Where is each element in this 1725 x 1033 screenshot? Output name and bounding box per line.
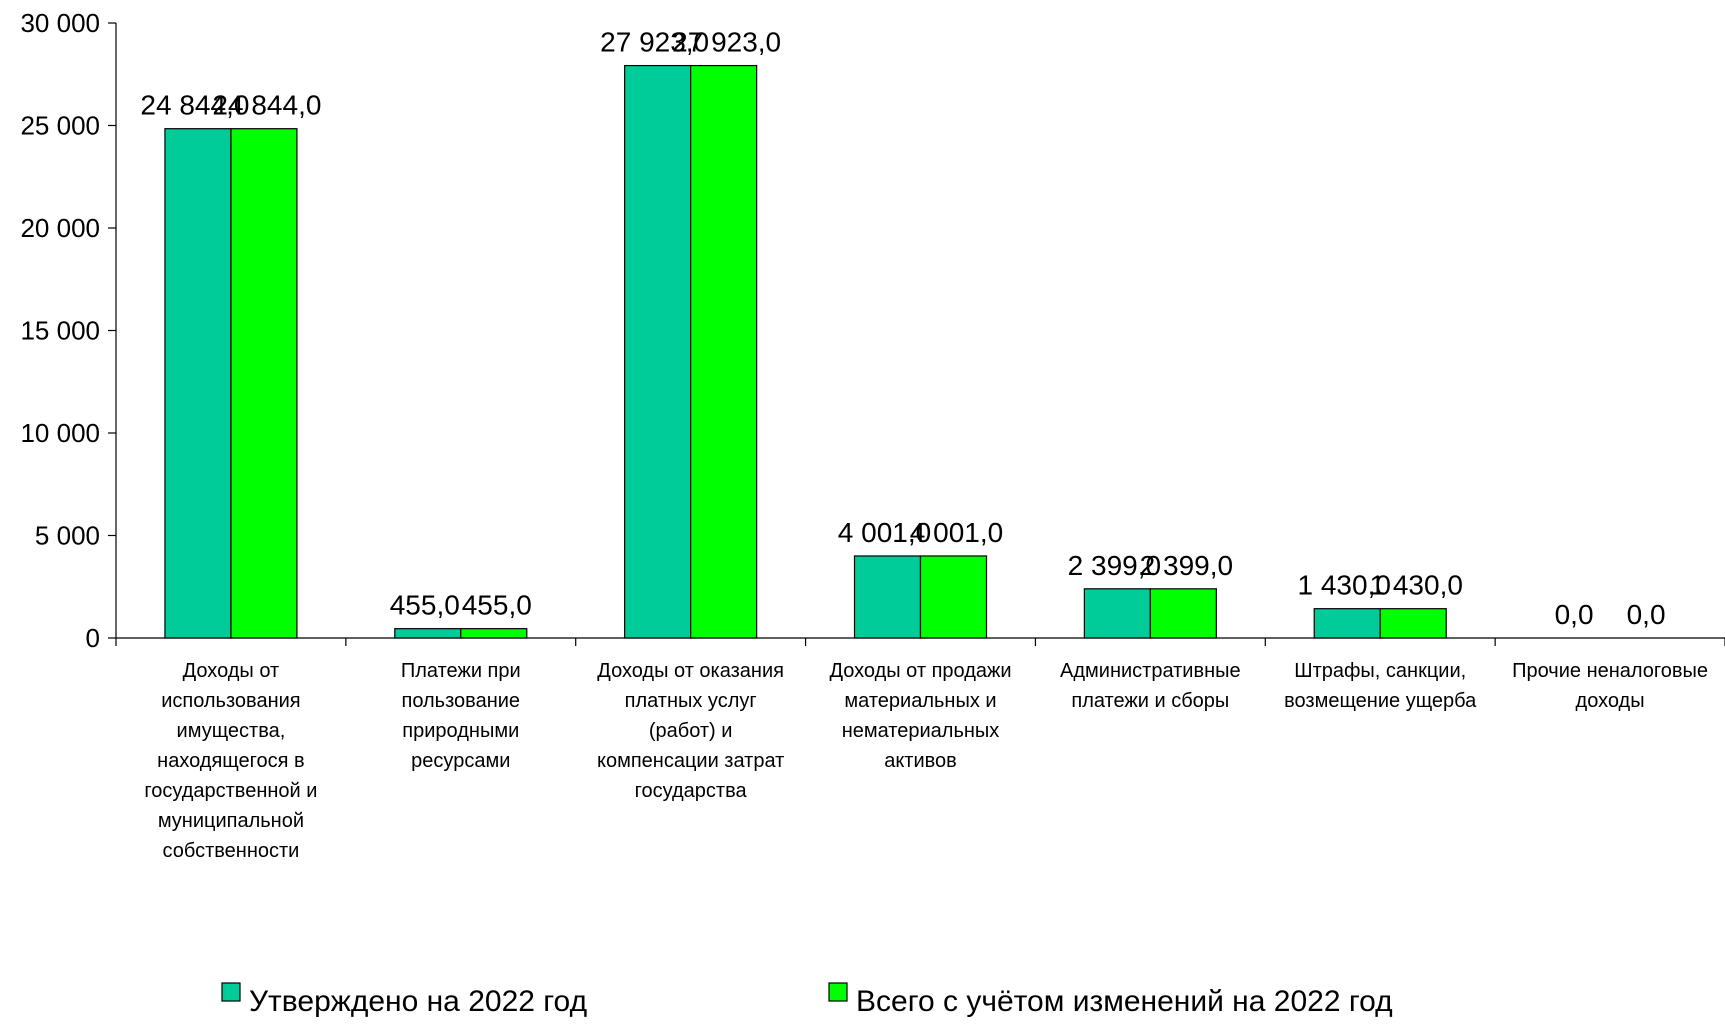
legend-label: Утверждено на 2022 год: [249, 985, 587, 1018]
data-label: 0,0: [1555, 599, 1594, 630]
category-label: Прочие неналоговые доходы: [1512, 660, 1708, 712]
category-label-line: Доходы от: [183, 660, 280, 682]
y-tick-label: 10 000: [20, 418, 100, 448]
bar: [1379, 608, 1447, 639]
bar: [919, 555, 988, 639]
legend-swatch: [221, 982, 241, 1002]
data-label: 2 399,0: [1140, 550, 1233, 581]
data-label: 1 430,0: [1370, 570, 1463, 601]
category-label-line: (работ) и: [649, 720, 733, 742]
category-label-line: находящегося в: [157, 750, 304, 772]
data-label: 24 844,0: [212, 90, 321, 121]
category-label-line: ресурсами: [411, 750, 510, 772]
data-label: 4 001,0: [838, 517, 931, 548]
legend-swatch: [828, 982, 848, 1002]
category-label: Административные платежи и сборы: [1060, 660, 1241, 712]
category-label: Штрафы, санкции, возмещение ущерба: [1284, 660, 1477, 712]
data-label: 0,0: [1627, 599, 1666, 630]
value-labels-layer: 24 844,024 844,0 455,0 455,0 27 923,027 923…: [140, 27, 1665, 630]
category-label-line: Платежи при: [401, 660, 521, 682]
y-tick-label: 15 000: [20, 316, 100, 346]
data-label: 1 430,0: [1298, 570, 1391, 601]
category-label-line: государственной и: [144, 780, 317, 802]
category-label: Доходы от использования имущества, находяще…: [144, 660, 317, 862]
category-label-line: платных услуг: [625, 690, 757, 712]
data-label: 2 399,0: [1068, 550, 1161, 581]
bar: [394, 628, 462, 639]
category-label-line: использования: [161, 690, 300, 712]
category-label-line: Штрафы, санкции,: [1294, 660, 1466, 682]
bar: [1083, 588, 1151, 639]
data-label: 27 923,0: [672, 27, 781, 58]
legend: Утверждено на 2022 год Всего с учётом изм…: [221, 982, 1393, 1018]
data-label: 27 923,0: [600, 27, 709, 58]
category-label-line: Прочие неналоговые: [1512, 660, 1708, 682]
category-label: Платежи при пользование природными ресурсам…: [401, 660, 521, 772]
bar: [460, 628, 528, 639]
bar: [1149, 588, 1217, 639]
data-label: 455,0: [390, 590, 460, 621]
y-tick-label: 5 000: [35, 521, 100, 551]
category-label-line: муниципальной: [158, 810, 304, 832]
y-tick-label: 25 000: [20, 111, 100, 141]
category-label-line: имущества,: [177, 720, 286, 742]
y-tick-label: 0: [86, 623, 100, 653]
category-label-line: платежи и сборы: [1071, 690, 1229, 712]
category-label-line: природными: [402, 720, 519, 742]
category-label-line: материальных и: [844, 690, 996, 712]
bar: [230, 128, 298, 639]
data-label: 455,0: [462, 590, 532, 621]
axes-layer: 0 5 000 10 000 15 000 20 000 25 000 30 000: [20, 8, 1725, 653]
category-label-line: активов: [884, 750, 957, 772]
category-label-line: пользование: [402, 690, 521, 712]
y-tick-label: 20 000: [20, 213, 100, 243]
data-label: 24 844,0: [140, 90, 249, 121]
data-label: 4 001,0: [910, 517, 1003, 548]
category-label-line: возмещение ущерба: [1284, 690, 1477, 712]
legend-label: Всего с учётом изменений на 2022 год: [856, 985, 1393, 1018]
bars-layer: [164, 64, 1447, 639]
category-label: Доходы от оказания платных услуг (работ) и…: [597, 660, 784, 802]
category-label-line: Доходы от оказания: [597, 660, 784, 682]
bar: [1313, 608, 1381, 639]
bar: [853, 555, 922, 639]
category-label-line: собственности: [163, 840, 300, 862]
category-label-line: доходы: [1576, 690, 1645, 712]
category-labels-layer: Доходы от использования имущества, находяще…: [144, 660, 1708, 862]
y-tick-label: 30 000: [20, 8, 100, 38]
category-label-line: Административные: [1060, 660, 1241, 682]
category-label-line: государства: [635, 780, 748, 802]
bar: [624, 64, 692, 639]
category-label-line: нематериальных: [842, 720, 1000, 742]
category-label: Доходы от продажи материальных и нематериа…: [829, 660, 1011, 772]
bar: [690, 64, 758, 639]
category-label-line: Доходы от продажи: [829, 660, 1011, 682]
category-label-line: компенсации затрат: [597, 750, 784, 772]
bar: [164, 128, 232, 639]
